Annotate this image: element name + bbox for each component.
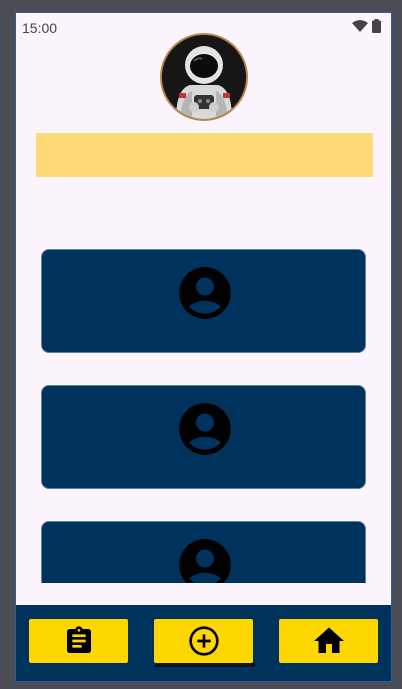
profile-card[interactable] (41, 521, 366, 583)
nav-add-button[interactable] (154, 619, 253, 663)
nav-home-button[interactable] (279, 619, 378, 663)
account-circle-icon (179, 403, 231, 455)
clipboard-icon (66, 626, 91, 653)
status-icons (352, 19, 381, 33)
app-screen: 15:00 (15, 12, 392, 682)
add-circle-icon (188, 626, 219, 656)
card-list[interactable] (16, 233, 391, 583)
bottom-nav (16, 605, 391, 681)
profile-card[interactable] (41, 249, 366, 353)
battery-icon (372, 19, 381, 33)
home-icon (313, 627, 344, 653)
account-circle-icon (179, 539, 231, 583)
nav-clipboard-button[interactable] (29, 619, 128, 663)
status-time: 15:00 (22, 20, 58, 36)
account-circle-icon (179, 267, 231, 319)
header-banner (36, 133, 373, 177)
profile-card[interactable] (41, 385, 366, 489)
astronaut-avatar[interactable] (162, 35, 246, 119)
astronaut-image (162, 35, 246, 119)
selected-indicator (155, 663, 255, 667)
status-bar: 15:00 (16, 13, 391, 43)
wifi-icon (352, 19, 368, 32)
